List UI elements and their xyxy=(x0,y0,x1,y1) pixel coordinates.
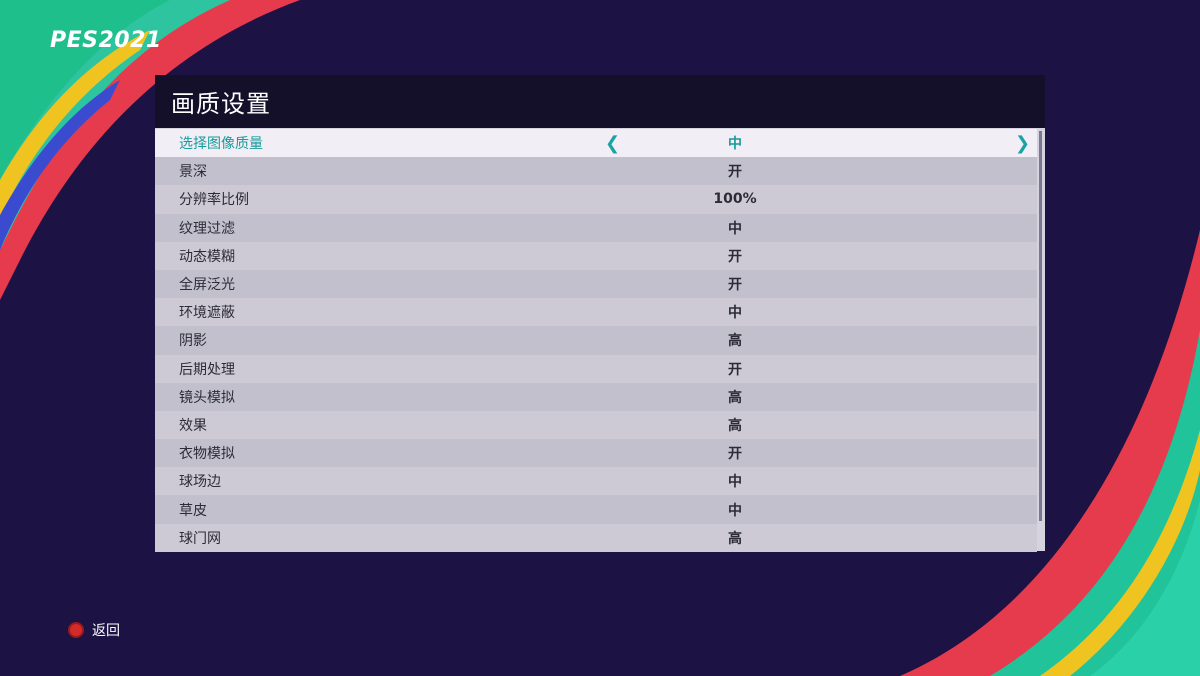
setting-value: 高 xyxy=(728,530,742,547)
pes-logo: PES2021 xyxy=(50,28,162,53)
setting-value: 中 xyxy=(728,220,742,237)
setting-value: 开 xyxy=(728,446,742,463)
setting-label: 分辨率比例 xyxy=(179,192,249,209)
chevron-left-icon[interactable]: ❮ xyxy=(605,132,621,154)
setting-value: 中 xyxy=(728,502,742,519)
scrollbar[interactable] xyxy=(1039,131,1042,521)
setting-label: 衣物模拟 xyxy=(179,446,235,463)
setting-label: 后期处理 xyxy=(179,361,235,378)
setting-value: 中 xyxy=(728,305,742,322)
chevron-right-icon[interactable]: ❯ xyxy=(1015,132,1031,154)
setting-value: 开 xyxy=(728,164,742,181)
setting-value: 高 xyxy=(728,417,742,434)
setting-value: 开 xyxy=(728,248,742,265)
setting-value: 100% xyxy=(713,191,757,208)
setting-label: 草皮 xyxy=(179,502,207,519)
setting-value: 高 xyxy=(728,333,742,350)
setting-row-cloth-simulation[interactable]: 衣物模拟 开 xyxy=(155,439,1037,468)
setting-row-effects[interactable]: 效果 高 xyxy=(155,410,1037,440)
setting-row-ambient-occlusion[interactable]: 环境遮蔽 中 xyxy=(155,298,1037,327)
setting-label: 球门网 xyxy=(179,530,221,547)
setting-value: 开 xyxy=(728,277,742,294)
setting-row-image-quality[interactable]: 选择图像质量 ❮ 中 ❯ xyxy=(155,129,1037,158)
setting-value: 高 xyxy=(728,389,742,406)
setting-label: 阴影 xyxy=(179,333,207,350)
back-button[interactable]: 返回 xyxy=(68,620,120,640)
setting-row-turf[interactable]: 草皮 中 xyxy=(155,495,1037,524)
setting-row-texture-filtering[interactable]: 纹理过滤 中 xyxy=(155,213,1037,242)
setting-label: 纹理过滤 xyxy=(179,220,235,237)
setting-row-depth-of-field[interactable]: 景深 开 xyxy=(155,157,1037,186)
setting-label: 选择图像质量 xyxy=(179,136,263,153)
panel-header: 画质设置 xyxy=(155,75,1045,128)
setting-label: 环境遮蔽 xyxy=(179,305,235,322)
panel-title: 画质设置 xyxy=(171,90,271,118)
setting-label: 效果 xyxy=(179,417,207,434)
setting-row-goal-net[interactable]: 球门网 高 xyxy=(155,523,1037,552)
setting-label: 景深 xyxy=(179,164,207,181)
graphics-settings-panel: 画质设置 选择图像质量 ❮ 中 ❯ 景深 开 分辨率比例 100% 纹理过滤 中… xyxy=(155,75,1045,552)
setting-row-shadows[interactable]: 阴影 高 xyxy=(155,326,1037,355)
setting-row-post-processing[interactable]: 后期处理 开 xyxy=(155,354,1037,383)
setting-value: 中 xyxy=(728,474,742,491)
setting-row-resolution-scale[interactable]: 分辨率比例 100% xyxy=(155,185,1037,214)
setting-value: 中 xyxy=(728,136,742,153)
setting-label: 动态模糊 xyxy=(179,248,235,265)
setting-row-motion-blur[interactable]: 动态模糊 开 xyxy=(155,241,1037,270)
setting-value: 开 xyxy=(728,361,742,378)
settings-list: 选择图像质量 ❮ 中 ❯ 景深 开 分辨率比例 100% 纹理过滤 中 动态模糊… xyxy=(155,129,1037,552)
setting-label: 球场边 xyxy=(179,474,221,491)
setting-label: 全屏泛光 xyxy=(179,277,235,294)
setting-row-pitchside[interactable]: 球场边 中 xyxy=(155,467,1037,496)
setting-label: 镜头模拟 xyxy=(179,389,235,406)
circle-button-icon xyxy=(68,622,84,638)
back-label: 返回 xyxy=(92,623,120,639)
setting-row-lens-simulation[interactable]: 镜头模拟 高 xyxy=(155,382,1037,411)
setting-row-bloom[interactable]: 全屏泛光 开 xyxy=(155,269,1037,299)
